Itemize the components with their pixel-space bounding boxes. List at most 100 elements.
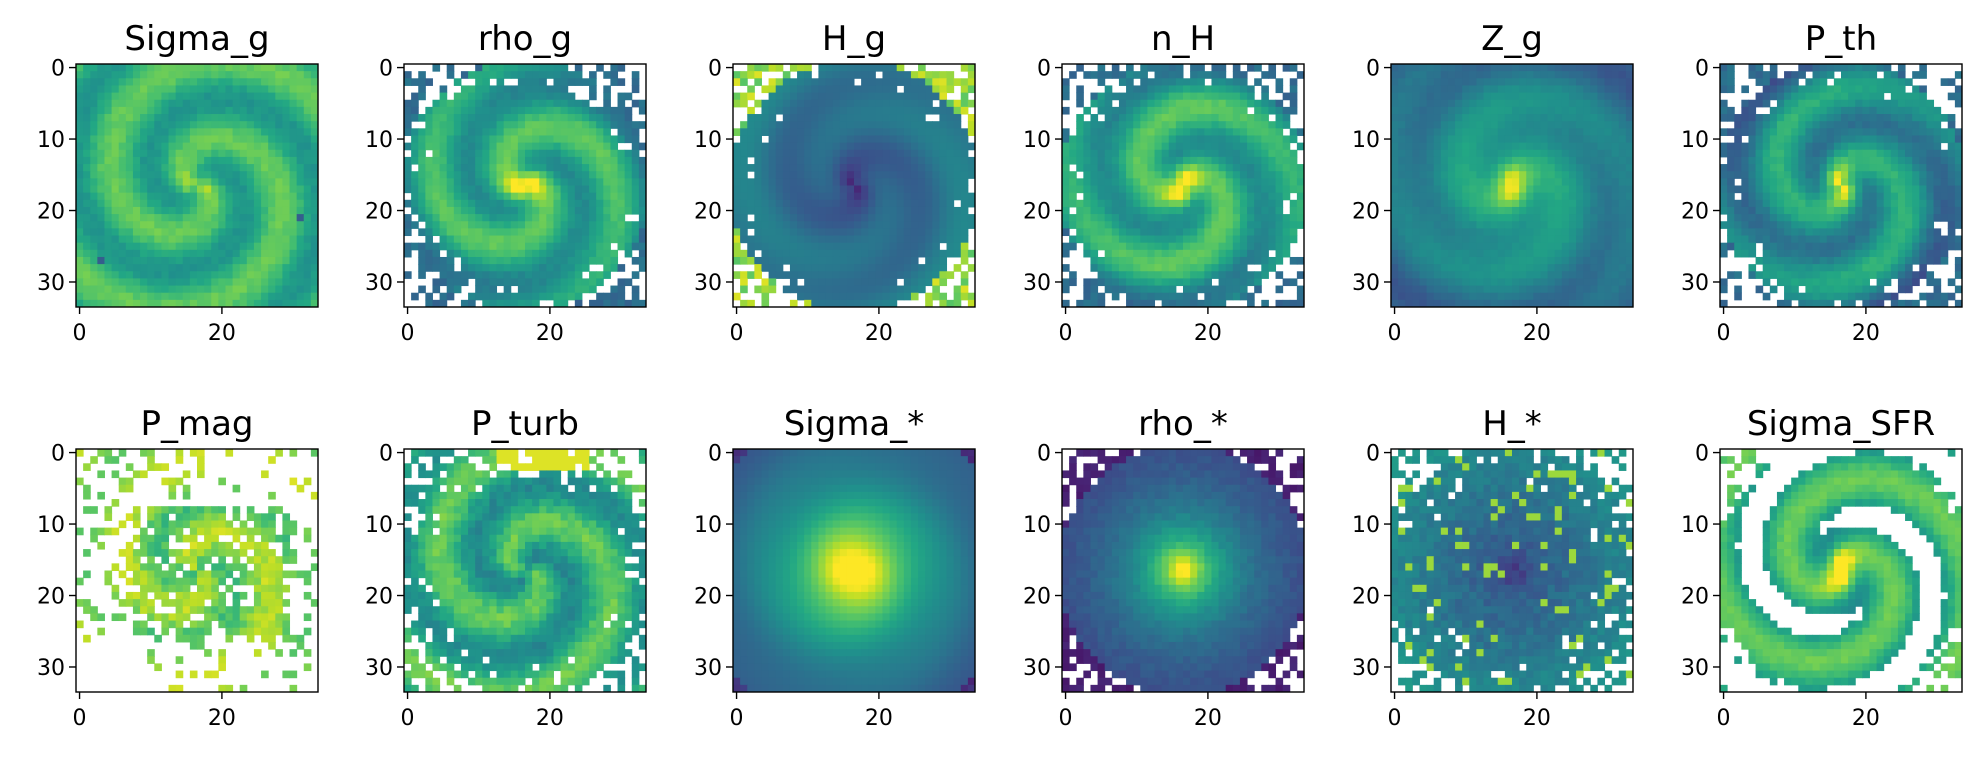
heatmap-cell bbox=[296, 278, 305, 287]
heatmap-cell bbox=[889, 271, 898, 279]
heatmap-cell bbox=[1618, 106, 1627, 115]
heatmap-cell bbox=[761, 156, 770, 165]
heatmap-cell bbox=[610, 285, 619, 294]
heatmap-cell bbox=[1419, 185, 1428, 194]
heatmap-cell bbox=[574, 285, 583, 294]
heatmap-cell bbox=[1126, 99, 1134, 108]
heatmap-cell bbox=[296, 64, 305, 72]
heatmap-cell bbox=[468, 192, 476, 201]
heatmap-cell bbox=[1533, 185, 1541, 194]
heatmap-cell bbox=[1126, 78, 1134, 86]
heatmap-cell bbox=[446, 192, 455, 201]
heatmap-cell bbox=[1268, 171, 1277, 179]
heatmap-cell bbox=[1611, 114, 1620, 122]
heatmap-cell bbox=[882, 149, 891, 158]
heatmap-cell bbox=[782, 192, 791, 201]
heatmap-cell bbox=[768, 221, 777, 229]
heatmap-cell bbox=[1225, 228, 1234, 237]
heatmap-cell bbox=[925, 121, 933, 129]
heatmap-cell bbox=[1190, 142, 1198, 151]
heatmap-cell bbox=[204, 199, 212, 208]
heatmap-cell bbox=[896, 285, 905, 294]
heatmap-cell bbox=[1161, 178, 1170, 186]
heatmap-cell bbox=[832, 92, 841, 101]
heatmap-cell bbox=[1547, 135, 1556, 144]
heatmap-cell bbox=[439, 171, 448, 179]
heatmap-cell bbox=[617, 185, 626, 194]
heatmap-cell bbox=[953, 156, 962, 165]
heatmap-cell bbox=[1154, 256, 1163, 265]
heatmap-cell bbox=[638, 171, 647, 179]
heatmap-cell bbox=[1433, 106, 1442, 115]
heatmap-cell bbox=[733, 235, 741, 244]
heatmap-cell bbox=[510, 228, 519, 237]
heatmap-cell bbox=[918, 85, 926, 94]
heatmap-cell bbox=[1247, 142, 1255, 151]
heatmap-cell bbox=[1426, 199, 1435, 208]
heatmap-cell bbox=[204, 271, 212, 279]
heatmap-cell bbox=[1204, 171, 1212, 179]
heatmap-cell bbox=[581, 235, 590, 244]
heatmap-cell bbox=[132, 199, 141, 208]
heatmap-cell bbox=[589, 299, 597, 308]
heatmap-cell bbox=[804, 106, 812, 115]
heatmap-cell bbox=[589, 249, 597, 258]
heatmap-cell bbox=[475, 106, 483, 115]
heatmap-cell bbox=[90, 285, 98, 294]
heatmap-cell bbox=[211, 171, 219, 179]
heatmap-cell bbox=[175, 99, 184, 108]
heatmap-cell bbox=[482, 199, 490, 208]
heatmap-cell bbox=[76, 249, 84, 258]
heatmap-cell bbox=[1090, 242, 1099, 251]
heatmap-cell bbox=[1568, 206, 1577, 215]
heatmap-cell bbox=[204, 178, 212, 186]
heatmap-cell bbox=[846, 114, 855, 122]
heatmap-cell bbox=[953, 228, 962, 237]
heatmap-cell bbox=[1576, 106, 1584, 115]
heatmap-cell bbox=[517, 249, 526, 258]
heatmap-cell bbox=[1391, 178, 1399, 186]
heatmap-cell bbox=[825, 214, 834, 222]
heatmap-cell bbox=[754, 99, 762, 108]
heatmap-cell bbox=[1147, 221, 1156, 229]
heatmap-cell bbox=[631, 292, 640, 301]
heatmap-cell bbox=[754, 221, 762, 229]
heatmap-cell bbox=[425, 178, 433, 186]
heatmap-cell bbox=[97, 221, 105, 229]
heatmap-cell bbox=[631, 221, 640, 229]
heatmap-cell bbox=[1618, 135, 1627, 144]
heatmap-cell bbox=[1455, 128, 1463, 136]
heatmap-cell bbox=[1140, 71, 1148, 79]
heatmap-cell bbox=[868, 78, 876, 86]
heatmap-cell bbox=[797, 256, 805, 265]
heatmap-cell bbox=[197, 135, 205, 144]
heatmap-cell bbox=[225, 149, 234, 158]
heatmap-cell bbox=[589, 71, 597, 79]
heatmap-cell bbox=[624, 192, 633, 201]
heatmap-cell bbox=[804, 235, 812, 244]
heatmap-cell bbox=[1412, 214, 1420, 222]
heatmap-cell bbox=[839, 71, 848, 79]
heatmap-cell bbox=[111, 78, 120, 86]
heatmap-cell bbox=[1519, 99, 1527, 108]
heatmap-cell bbox=[797, 71, 805, 79]
heatmap-cell bbox=[90, 264, 98, 272]
heatmap-cell bbox=[754, 285, 762, 294]
heatmap-cell bbox=[468, 142, 476, 151]
heatmap-cell bbox=[925, 156, 933, 165]
heatmap-cell bbox=[1140, 106, 1148, 115]
heatmap-cell bbox=[168, 235, 177, 244]
heatmap-cell bbox=[211, 92, 219, 101]
heatmap-cell bbox=[289, 99, 298, 108]
heatmap-cell bbox=[1625, 64, 1634, 72]
heatmap-cell bbox=[1239, 178, 1248, 186]
heatmap-cell bbox=[733, 228, 741, 237]
heatmap-cell bbox=[1168, 106, 1177, 115]
heatmap-cell bbox=[939, 278, 948, 287]
heatmap-cell bbox=[638, 221, 647, 229]
heatmap-cell bbox=[1254, 242, 1262, 251]
heatmap-cell bbox=[439, 128, 448, 136]
heatmap-cell bbox=[1197, 235, 1205, 244]
heatmap-cell bbox=[768, 192, 777, 201]
heatmap-cell bbox=[1405, 178, 1413, 186]
